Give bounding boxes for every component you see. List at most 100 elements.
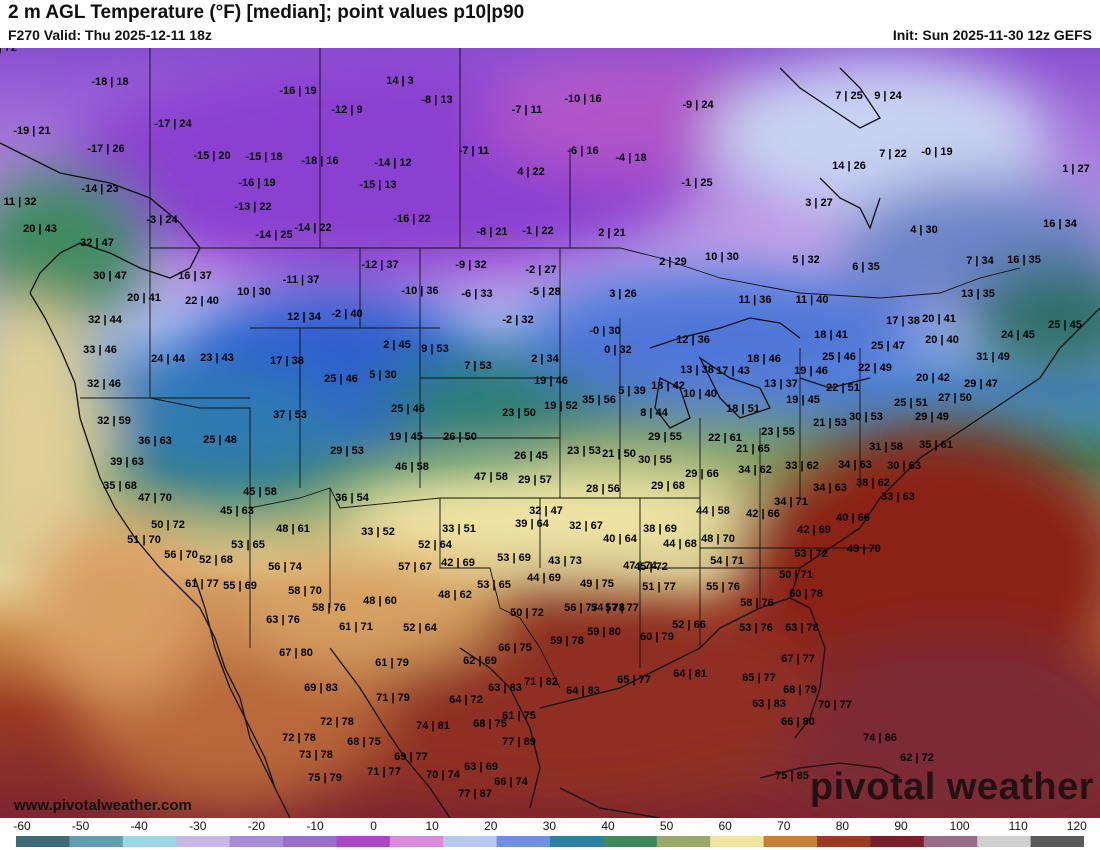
point-value: -7 | 11 [458,145,490,157]
point-value: 77 | 89 [502,736,536,748]
point-value: 65 | 77 [742,672,776,684]
point-value: 16 | 37 [178,270,212,282]
point-value: 2 | 34 [531,353,559,365]
point-value: -1 | 22 [522,225,554,237]
point-value: 1 | 27 [1062,163,1090,175]
colorbar-tick-label: -60 [13,819,31,833]
point-value: 7 | 34 [966,255,994,267]
point-value: 60 | 79 [640,631,674,643]
point-value: 29 | 55 [648,431,682,443]
point-value: 45 | 63 [220,505,254,517]
point-value: -17 | 26 [87,143,125,155]
point-value: 45 | 72 [634,561,668,573]
colorbar-tick-label: -50 [71,819,90,833]
point-value: 4 | 22 [517,166,545,178]
point-value: 53 | 76 [739,622,773,634]
point-value: 9 | 53 [421,343,449,355]
colorbar-tick-label: 50 [659,819,674,833]
point-value: -10 | 36 [401,285,439,297]
coastlines [0,67,1100,818]
point-value: 26 | 45 [514,450,548,462]
point-value: 74 | 86 [863,732,897,744]
point-value: 51 | 77 [642,581,676,593]
point-value: 21 | 53 [813,417,847,429]
point-value: 37 | 53 [273,409,307,421]
point-value: -15 | 18 [245,151,283,163]
point-value: 47 | 74 [623,560,657,572]
point-value: 62 | 69 [463,655,497,667]
point-value: -12 | 9 [331,104,363,116]
point-value: 16 | 34 [1043,218,1077,230]
point-value: 68 | 75 [347,736,381,748]
point-value: 44 | 69 [527,572,561,584]
point-value: 20 | 43 [23,223,57,235]
point-value: 43 | 73 [548,555,582,567]
point-value: 19 | 45 [389,431,423,443]
colorbar-tick-label: 60 [718,819,732,833]
point-value: 60 | 78 [789,588,823,600]
point-value: -2 | 32 [502,314,534,326]
point-value: 34 | 63 [813,482,847,494]
point-value: 55 | 69 [223,580,257,592]
point-value: -14 | 23 [81,183,119,195]
point-value: 45 | 58 [243,486,277,498]
point-value: -11 | 37 [282,274,320,286]
point-value: 32 | 59 [97,415,131,427]
colorbar-tick-label: 90 [894,819,908,833]
point-value: 3 | 26 [609,288,637,300]
point-value: 32 | 67 [569,520,603,532]
point-value: -8 | 13 [421,94,453,106]
point-value: 44 | 68 [663,538,697,550]
point-value: 19 | 52 [544,400,578,412]
point-value: -6 | 33 [461,288,493,300]
colorbar-tick-label: 70 [777,819,791,833]
point-value: 70 | 74 [426,769,460,781]
point-value: 10 | 30 [705,251,739,263]
point-value: 55 | 76 [706,581,740,593]
point-value: 72 | 78 [320,716,354,728]
temperature-map[interactable]: -18 | 18 -16 | 19 14 | 3 -8 | 13 -12 | 9 -7 |… [0,48,1100,818]
point-value: -16 | 19 [238,177,276,189]
point-value: -14 | 25 [255,229,293,241]
point-value: 39 | 64 [515,518,549,530]
colorbar-segment [389,836,444,847]
colorbar-segment [283,836,337,847]
point-value: 69 | 83 [304,682,338,694]
point-value: 48 | 70 [701,533,735,545]
website-label[interactable]: www.pivotalweather.com [14,797,192,814]
point-value: -15 | 20 [193,150,231,162]
point-value: 61 | 77 [185,578,219,590]
point-value: 25 | 47 [871,340,905,352]
colorbar-segment [69,836,124,847]
point-value: 19 | 45 [786,394,820,406]
point-value: 47 | 58 [474,471,508,483]
point-value: 32 | 47 [80,237,114,249]
point-value: 20 | 41 [922,313,956,325]
point-value: 26 | 50 [443,431,477,443]
point-value: 53 | 65 [477,579,511,591]
point-value: 18 | 46 [747,353,781,365]
point-value: 63 | 83 [488,682,522,694]
point-value: 30 | 55 [638,454,672,466]
point-value: 50 | 72 [510,607,544,619]
point-value: 32 | 47 [529,505,563,517]
map-title: 2 m AGL Temperature (°F) [median]; point… [8,2,525,23]
point-value: 23 | 53 [567,445,601,457]
point-value: 65 | 77 [617,674,651,686]
point-value: 9 | 24 [874,90,902,102]
point-value: 47 | 70 [138,492,172,504]
point-value: 34 | 63 [838,459,872,471]
point-value: -2 | 40 [331,308,363,320]
point-value: 40 | 66 [836,512,870,524]
colorbar-segment [656,836,711,847]
point-value: 7 | 53 [464,360,492,372]
point-value: 22 | 61 [708,432,742,444]
point-value: 67 | 77 [781,653,815,665]
point-value: -8 | 21 [476,226,508,238]
point-value: 11 | 36 [738,294,772,306]
point-value: 73 | 78 [299,749,333,761]
point-value: -0 | 30 [589,325,621,337]
point-value: 13 | 38 [680,364,714,376]
point-value: 33 | 51 [442,523,476,535]
point-value: 8 | 44 [640,407,668,419]
